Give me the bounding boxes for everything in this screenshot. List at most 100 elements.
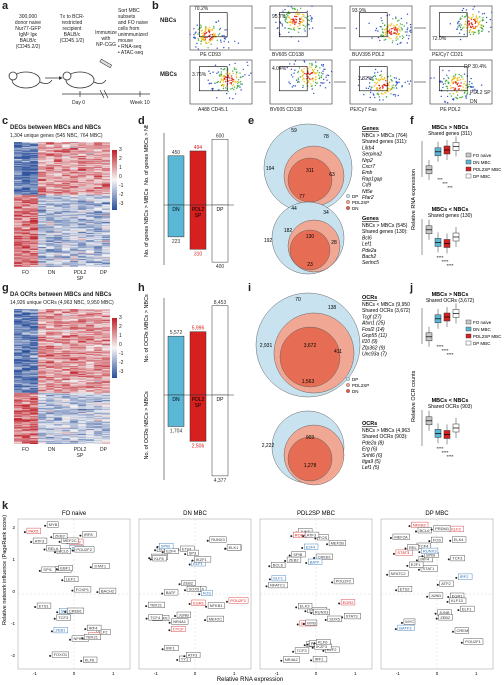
- flow-event: [376, 88, 378, 91]
- flow-event: [448, 70, 450, 72]
- flow-event: [377, 92, 379, 94]
- tf-label: JUND: [431, 593, 442, 598]
- tf-point: [145, 605, 148, 608]
- flow-event: [473, 31, 475, 34]
- flow-event: [213, 34, 215, 36]
- flow-event: [219, 75, 221, 78]
- tf-label-box: [228, 597, 249, 604]
- flow-event: [228, 64, 231, 66]
- list-item: Cd9: [362, 183, 371, 189]
- legend-swatch: [345, 205, 350, 210]
- tf-label: PAX5: [311, 641, 322, 646]
- tf-point: [174, 615, 176, 617]
- flow-event: [468, 81, 471, 83]
- flow-event: [230, 88, 232, 90]
- flow-event: [375, 84, 377, 86]
- tf-point: [313, 642, 316, 645]
- flow-event: [395, 37, 397, 39]
- flow-event: [232, 80, 234, 83]
- x-tick: 1: [112, 671, 115, 676]
- tf-point: [310, 659, 313, 662]
- flow-event: [478, 23, 480, 25]
- flow-event: [387, 36, 389, 38]
- flow-event: [383, 29, 386, 31]
- col-fo: FO: [22, 447, 29, 453]
- tf-label-box: [340, 599, 356, 606]
- flow-event: [377, 71, 379, 74]
- y-tick: 2: [12, 525, 15, 530]
- flow-event: [197, 38, 199, 40]
- flow-event: [385, 92, 387, 94]
- flow-event: [324, 68, 326, 71]
- flow-event: [314, 76, 317, 78]
- flow-event: [235, 77, 238, 79]
- venn-count: 903: [306, 435, 315, 441]
- bar-label-up: 494: [194, 145, 203, 151]
- flow-event: [379, 39, 381, 42]
- tf-point: [161, 551, 164, 554]
- venn-count: 59: [291, 128, 297, 134]
- flow-event: [193, 36, 195, 39]
- flow-gate: [198, 12, 228, 38]
- flow-event: [465, 9, 468, 11]
- tf-point: [30, 541, 33, 543]
- flow-event: [400, 27, 402, 29]
- flow-event: [205, 30, 207, 32]
- flow-event: [433, 77, 435, 79]
- list-item: NBCs > MBCs (545): [362, 223, 408, 229]
- flow-event: [299, 27, 301, 30]
- tf-point: [324, 619, 327, 621]
- flow-event: [227, 74, 229, 76]
- flow-event: [318, 72, 320, 74]
- flow-event: [324, 87, 327, 89]
- flow-event: [377, 81, 379, 84]
- flow-plots: [189, 5, 493, 105]
- flow-event: [381, 76, 383, 78]
- list-item: Lef1: [362, 242, 372, 248]
- tf-label: NFATC2: [391, 571, 407, 576]
- flow-event: [388, 87, 390, 90]
- flow-event: [246, 61, 248, 63]
- flow-event: [280, 22, 282, 24]
- tf-label: BATF: [166, 590, 176, 595]
- flow-event: [218, 89, 220, 91]
- flow-event: [381, 78, 383, 81]
- flow-event: [310, 18, 312, 20]
- flow-event: [313, 92, 315, 95]
- flow-event: [385, 96, 388, 98]
- flow-event: [374, 96, 376, 99]
- legend-swatch: [465, 340, 472, 346]
- flow-event: [203, 38, 205, 41]
- list-item: Serinc5: [362, 260, 379, 266]
- tf-label-box: [298, 603, 313, 610]
- tf-label-box: [83, 633, 101, 640]
- tf-label: KLF2: [451, 526, 461, 531]
- flow-event: [323, 82, 325, 84]
- flow-event: [234, 81, 236, 83]
- flow-event: [453, 98, 455, 100]
- bar-chart-d: 450 223 DN 494 310 PDL2SP 600 400 DP No. of genes…: [144, 125, 234, 270]
- panel-label-a: a: [2, 0, 9, 12]
- flow-event: [453, 89, 456, 91]
- box-ylabel: Relative RNA expression: [411, 169, 417, 230]
- flow-event: [392, 94, 395, 96]
- tf-label: IRF1: [315, 657, 324, 662]
- tf-point: [305, 562, 308, 564]
- flow-event: [458, 20, 460, 23]
- flow-event: [482, 25, 485, 28]
- flow-event: [299, 20, 301, 23]
- tf-label: KLF2: [159, 547, 169, 552]
- sig-mark: ****: [441, 348, 448, 353]
- flow-event: [463, 92, 466, 94]
- flow-event: [236, 81, 238, 83]
- flow-event: [452, 82, 455, 85]
- flow-event: [395, 39, 397, 41]
- flow-event: [459, 38, 462, 41]
- flow-event: [303, 78, 305, 80]
- flow-event: [227, 80, 229, 82]
- tf-label: FOXP1: [76, 587, 90, 592]
- flow-event: [305, 82, 308, 85]
- flow-event: [247, 64, 249, 67]
- legend-swatch: [465, 319, 472, 325]
- tf-point: [455, 576, 458, 579]
